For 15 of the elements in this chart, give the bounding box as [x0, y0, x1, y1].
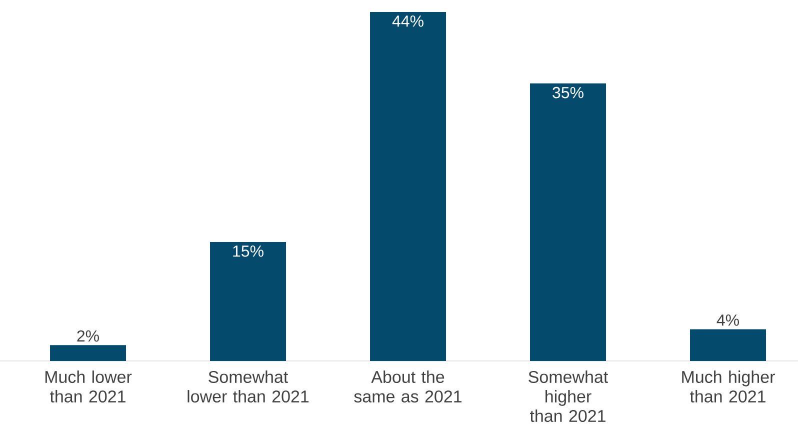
- x-tick-label: About the same as 2021: [354, 370, 462, 403]
- x-tick-label: Somewhat higher than 2021: [528, 370, 608, 422]
- x-tick-label: Much higher than 2021: [682, 370, 775, 403]
- data-label: 15%: [233, 246, 264, 257]
- bar: [530, 83, 606, 361]
- bar: [50, 345, 126, 361]
- bar: [370, 12, 446, 361]
- data-label: 44%: [392, 16, 424, 27]
- data-label: 2%: [77, 330, 99, 342]
- x-tick-label: Somewhat lower than 2021: [188, 370, 309, 403]
- bar: [690, 329, 766, 361]
- bar: [210, 242, 286, 361]
- x-tick-label: Much lower than 2021: [45, 370, 132, 403]
- data-label: 4%: [716, 314, 739, 326]
- data-label: 35%: [552, 86, 584, 98]
